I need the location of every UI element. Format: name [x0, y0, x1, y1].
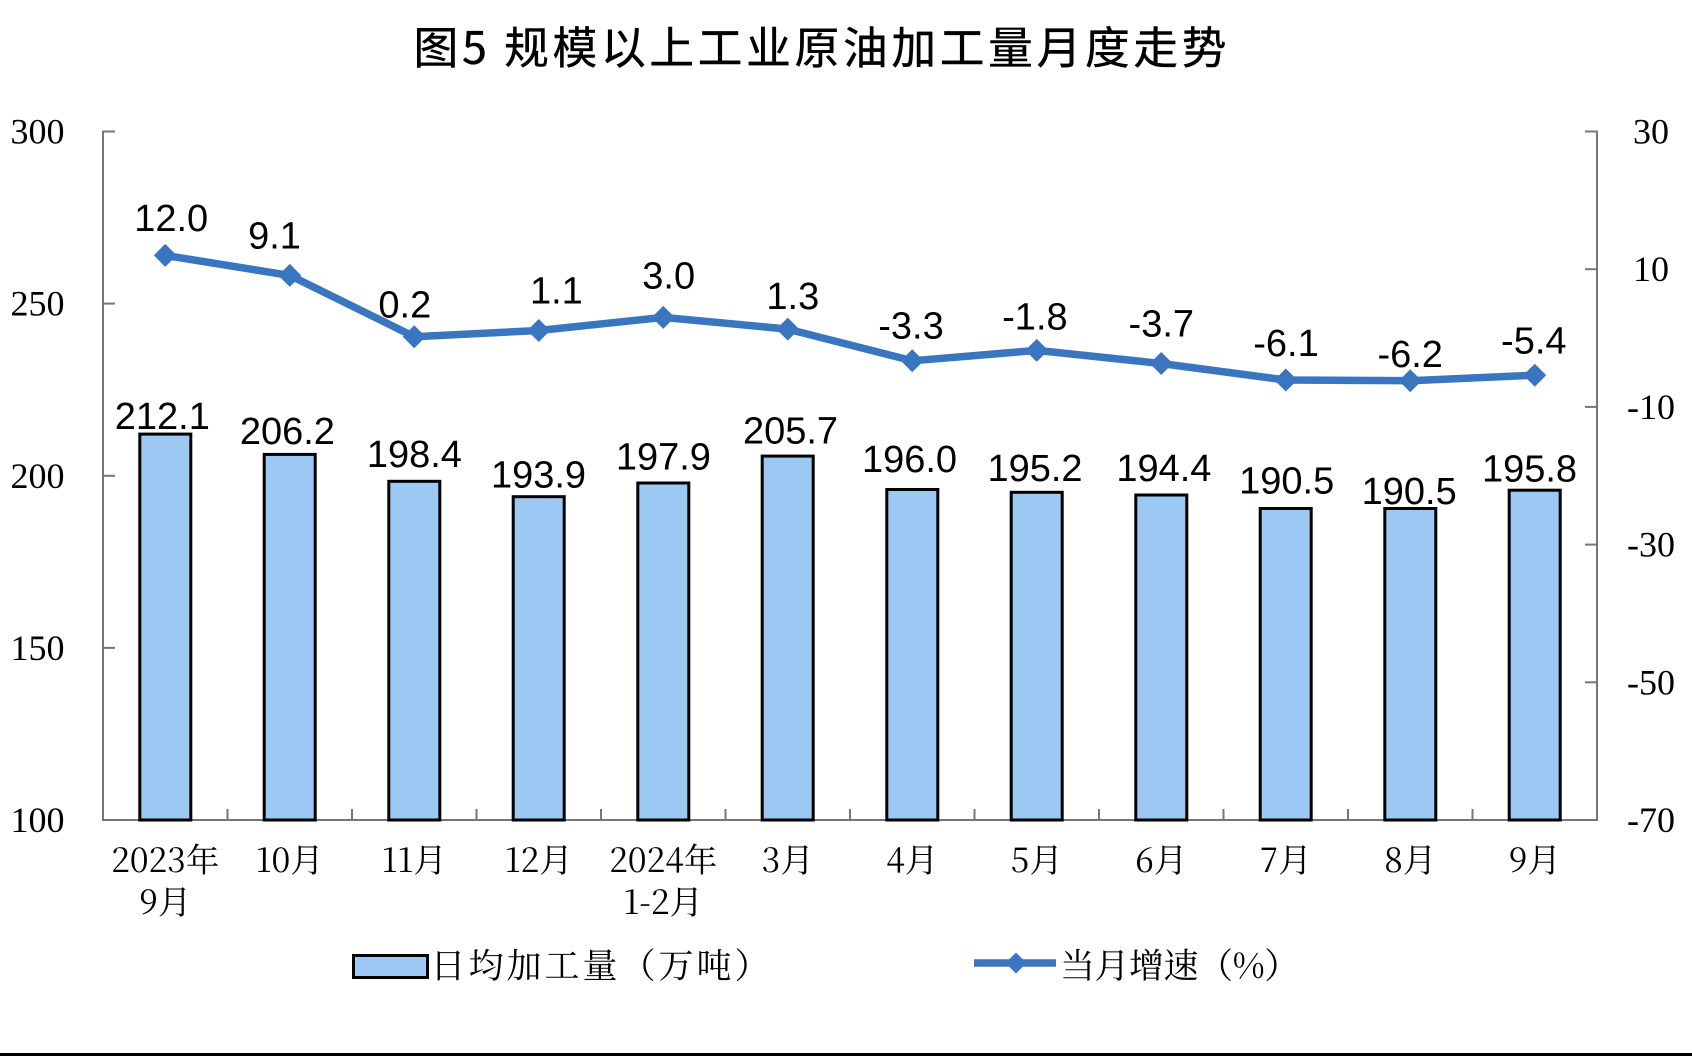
svg-text:-5.4: -5.4 [1501, 320, 1566, 362]
svg-text:193.9: 193.9 [491, 455, 586, 497]
svg-text:200: 200 [11, 456, 65, 496]
svg-text:-1.8: -1.8 [1002, 296, 1067, 338]
svg-text:195.8: 195.8 [1482, 449, 1577, 491]
svg-text:30: 30 [1633, 112, 1669, 152]
svg-text:-50: -50 [1627, 662, 1675, 702]
svg-text:190.5: 190.5 [1239, 460, 1334, 502]
svg-text:205.7: 205.7 [743, 410, 838, 452]
svg-text:300: 300 [11, 112, 65, 152]
svg-text:150: 150 [11, 628, 65, 668]
svg-text:-30: -30 [1627, 525, 1675, 565]
svg-text:-6.1: -6.1 [1253, 323, 1318, 365]
svg-text:-3.7: -3.7 [1129, 303, 1194, 345]
svg-text:-3.3: -3.3 [878, 305, 943, 347]
svg-text:198.4: 198.4 [367, 434, 462, 476]
svg-text:3.0: 3.0 [642, 256, 695, 298]
svg-text:100: 100 [11, 800, 65, 840]
svg-text:12.0: 12.0 [134, 198, 208, 240]
svg-text:195.2: 195.2 [987, 448, 1082, 490]
svg-text:0.2: 0.2 [378, 285, 431, 327]
svg-text:197.9: 197.9 [616, 437, 711, 479]
svg-text:1.3: 1.3 [766, 276, 819, 318]
svg-text:10: 10 [1633, 249, 1669, 289]
svg-text:1.1: 1.1 [530, 270, 583, 312]
svg-text:206.2: 206.2 [240, 411, 335, 453]
svg-text:194.4: 194.4 [1116, 448, 1211, 490]
svg-text:-6.2: -6.2 [1377, 334, 1442, 376]
svg-text:9.1: 9.1 [248, 215, 301, 257]
svg-text:190.5: 190.5 [1362, 471, 1457, 513]
svg-text:196.0: 196.0 [862, 439, 957, 481]
svg-text:212.1: 212.1 [115, 396, 210, 438]
svg-text:250: 250 [11, 284, 65, 324]
svg-text:-70: -70 [1627, 800, 1675, 840]
svg-text:-10: -10 [1627, 387, 1675, 427]
